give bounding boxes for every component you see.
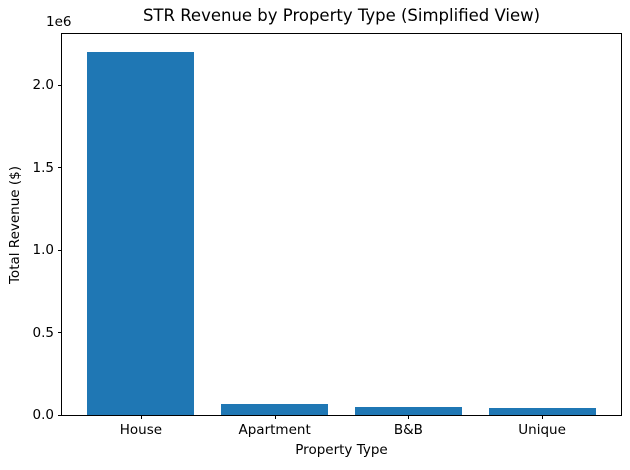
bar-apartment xyxy=(221,404,329,415)
x-tick-mark xyxy=(140,415,142,419)
y-tick-label: 0.0 xyxy=(32,407,54,423)
chart-title: STR Revenue by Property Type (Simplified… xyxy=(142,6,541,25)
y-axis-label: Total Revenue ($) xyxy=(7,165,23,285)
x-tick-mark xyxy=(408,415,410,419)
bar-b-b xyxy=(354,407,462,415)
x-tick-label: B&B xyxy=(393,422,423,438)
bar-unique xyxy=(488,408,596,415)
x-tick-mark xyxy=(542,415,544,419)
y-tick-label: 1.5 xyxy=(32,159,54,176)
y-tick-label: 0.5 xyxy=(32,324,54,341)
x-axis-label: Property Type xyxy=(295,442,388,458)
y-tick-mark xyxy=(58,167,62,169)
x-tick-mark xyxy=(274,415,276,419)
x-tick-label: Unique xyxy=(518,422,566,438)
y-tick-mark xyxy=(58,84,62,86)
y-tick-label: 1.0 xyxy=(32,242,54,259)
y-tick-mark xyxy=(58,249,62,251)
x-tick-label: Apartment xyxy=(238,422,311,438)
x-tick-label: House xyxy=(119,422,163,438)
y-axis-offset-text: 1e6 xyxy=(46,14,72,30)
y-tick-mark xyxy=(58,414,62,416)
y-tick-label: 2.0 xyxy=(32,77,54,94)
y-tick-mark xyxy=(58,332,62,334)
bar-house xyxy=(87,52,195,415)
plot-area: House Apartment B&B Unique 0.0 0.5 1.0 1.5 2.0 xyxy=(33,33,622,438)
